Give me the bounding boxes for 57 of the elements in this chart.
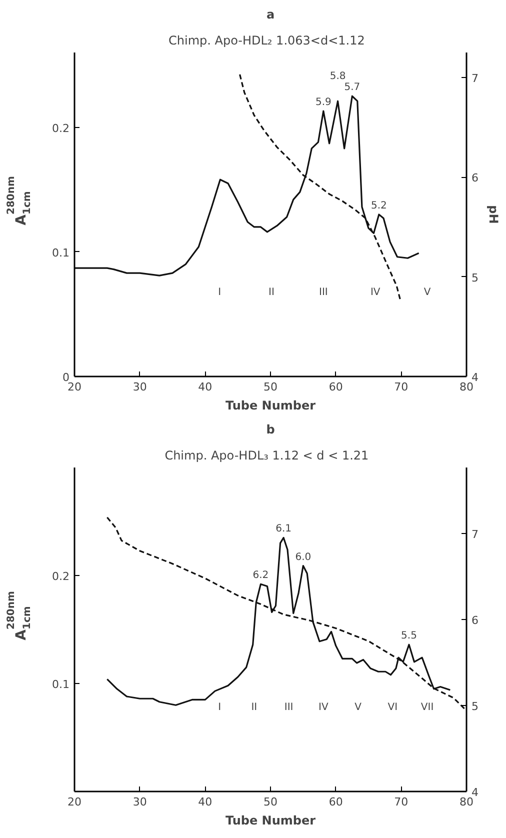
- chart-subtitle: Chimp. Apo-HDL₃ 1.12 < d < 1.21: [164, 448, 369, 462]
- x-tick-label: 60: [328, 796, 343, 808]
- annotation: IV: [370, 286, 380, 298]
- x-tick-label: 80: [460, 380, 474, 394]
- y2-axis-title: pH: [486, 205, 500, 224]
- annotation: V: [424, 286, 431, 298]
- y2-tick-label: 7: [472, 72, 478, 85]
- x-tick-label: 70: [394, 796, 408, 808]
- y2-tick-label: 7: [472, 528, 478, 542]
- y-tick-label: 0.1: [52, 678, 70, 691]
- annotation: I: [218, 286, 222, 298]
- y2-tick-label: 4: [472, 786, 478, 799]
- y2-tick-label: 4: [472, 371, 478, 384]
- annotation: 6.2: [252, 570, 269, 582]
- annotation: 5.5: [401, 630, 417, 642]
- annotation: VI: [388, 702, 398, 713]
- annotation: I: [218, 702, 222, 713]
- y2-tick-label: 6: [472, 614, 478, 628]
- x-axis-title: Tube Number: [225, 398, 316, 412]
- x-tick-label: 40: [198, 380, 212, 394]
- y2-tick-label: 5: [472, 700, 478, 714]
- annotation: 5.7: [344, 82, 360, 94]
- y-tick-label: 0.2: [52, 122, 70, 135]
- x-tick-label: 40: [198, 796, 212, 808]
- annotation: VII: [420, 702, 434, 713]
- y-axis-title: A280nm1cm: [6, 591, 34, 640]
- annotation: II: [268, 286, 274, 298]
- x-tick-label: 50: [264, 796, 278, 808]
- line-series: [106, 516, 466, 712]
- x-tick-label: 60: [328, 380, 343, 394]
- annotation: IV: [318, 702, 328, 713]
- x-tick-label: 20: [68, 380, 82, 394]
- chart-title: a: [266, 8, 275, 22]
- annotation: III: [318, 286, 328, 298]
- annotation: 6.1: [276, 524, 292, 535]
- x-tick-label: 70: [394, 380, 408, 394]
- x-tick-label: 30: [132, 796, 147, 808]
- chart-subtitle: Chimp. Apo-HDL₂ 1.063<d<1.12: [168, 34, 365, 48]
- annotation: 5.8: [330, 71, 346, 82]
- y2-tick-label: 6: [472, 172, 478, 185]
- y-axis-title: A280nm1cm: [6, 176, 34, 226]
- x-axis-title: Tube Number: [225, 814, 316, 828]
- chart-title: b: [266, 422, 276, 436]
- y-tick-label: 0: [62, 371, 70, 384]
- annotation: 5.2: [371, 200, 387, 212]
- x-tick-label: 50: [264, 380, 278, 394]
- x-tick-label: 80: [460, 796, 474, 808]
- annotation: 6.0: [295, 552, 312, 563]
- x-tick-label: 30: [132, 380, 147, 394]
- annotation: 5.9: [315, 97, 332, 108]
- x-tick-label: 20: [68, 796, 82, 808]
- y-tick-label: 0.2: [52, 570, 70, 583]
- y2-tick-label: 5: [472, 271, 478, 284]
- annotation: III: [284, 702, 294, 713]
- annotation: II: [251, 702, 258, 713]
- annotation: V: [354, 702, 362, 713]
- y-tick-label: 0.1: [52, 246, 70, 260]
